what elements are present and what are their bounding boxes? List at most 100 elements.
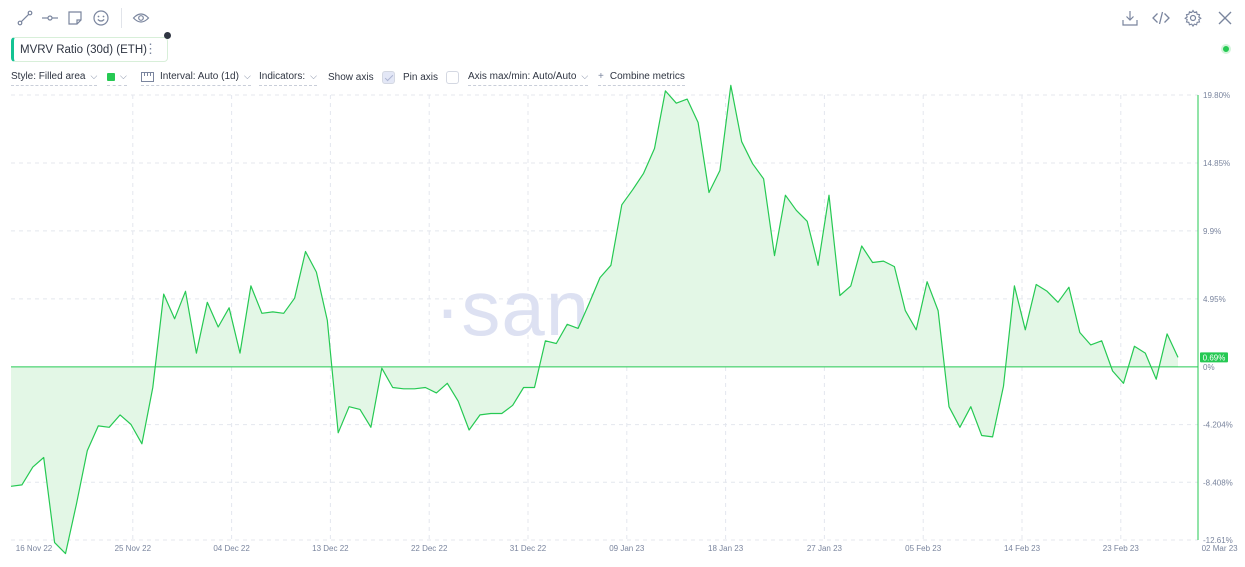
data-point [818,265,819,266]
data-point [65,553,66,554]
data-point [469,429,470,430]
last-value-badge [1200,352,1228,363]
x-tick-label: 25 Nov 22 [115,544,152,553]
data-point [556,343,557,344]
data-point [54,542,55,543]
pin-axis-toggle[interactable]: Pin axis [403,68,460,86]
drag-handle-icon[interactable] [164,32,171,39]
data-point [1025,329,1026,330]
color-selector[interactable]: ⌵ [107,68,127,86]
data-point [163,294,164,295]
data-point [632,189,633,190]
data-point [665,90,666,91]
data-point [938,310,939,311]
horizontal-ray-icon[interactable] [38,6,62,30]
metric-menu-icon[interactable]: ⋮ [144,41,157,56]
data-point [785,195,786,196]
data-point [807,221,808,222]
data-point [316,272,317,273]
toolbar-divider [121,8,122,28]
data-point [43,457,44,458]
data-point [283,313,284,314]
indicators-selector[interactable]: Indicators: ⌵ [259,68,317,86]
chevron-down-icon: ⌵ [120,71,127,81]
x-tick-label: 16 Nov 22 [16,544,53,553]
data-point [774,255,775,256]
data-point [545,340,546,341]
x-tick-label: 31 Dec 22 [510,544,547,553]
chart-series [10,84,1198,555]
y-tick-label: -8.408% [1203,478,1233,487]
data-point [98,425,99,426]
data-point [381,368,382,369]
data-point [1134,346,1135,347]
data-point [447,383,448,384]
metric-chip[interactable]: MVRV Ratio (30d) (ETH) ⋮ [11,37,168,62]
emoji-icon[interactable] [89,6,113,30]
code-icon[interactable] [1149,6,1173,30]
data-point [436,392,437,393]
data-point [883,261,884,262]
axis-minmax-selector[interactable]: Axis max/min: Auto/Auto ⌵ [468,68,589,86]
chevron-down-icon: ⌵ [243,71,251,81]
data-point [359,409,360,410]
x-axis: 16 Nov 22 25 Nov 22 04 Dec 22 13 Dec 22 22 D… [16,544,1238,553]
data-point [970,406,971,407]
data-point [1112,370,1113,371]
data-point [763,178,764,179]
data-point [687,99,688,100]
data-point [141,443,142,444]
data-point [872,262,873,263]
data-point [578,328,579,329]
close-icon[interactable] [1213,6,1237,30]
x-tick-label: 18 Jan 23 [708,544,744,553]
data-point [676,103,677,104]
data-point [1014,285,1015,286]
data-point [349,406,350,407]
show-axis-checkbox[interactable] [381,70,395,84]
data-point [239,353,240,354]
data-point [948,406,949,407]
data-point [1068,287,1069,288]
style-label: Style: Filled area [11,71,86,82]
data-point [839,295,840,296]
eye-icon[interactable] [129,6,153,30]
note-icon[interactable] [63,6,87,30]
data-point [479,414,480,415]
data-point [1090,344,1091,345]
x-tick-label: 27 Jan 23 [807,544,843,553]
style-selector[interactable]: Style: Filled area ⌵ [11,68,98,86]
data-point [1057,302,1058,303]
data-point [534,387,535,388]
x-tick-label: 14 Feb 23 [1004,544,1041,553]
data-point [1047,291,1048,292]
data-point [130,424,131,425]
data-point [610,265,611,266]
y-tick-label: 19.80% [1203,91,1230,100]
data-point [218,326,219,327]
data-point [1123,383,1124,384]
data-point [338,432,339,433]
download-icon[interactable] [1118,6,1142,30]
x-tick-label: 09 Jan 23 [609,544,645,553]
data-point [1003,386,1004,387]
chart-toolbar [0,0,1245,36]
data-point [708,192,709,193]
chevron-down-icon: ⌵ [90,71,98,81]
show-axis-toggle[interactable]: Show axis [328,68,395,86]
data-point [174,318,175,319]
combine-metrics-label: Combine metrics [609,71,685,82]
series-area-fill [11,85,1178,554]
settings-icon[interactable] [1181,6,1205,30]
line-tool-icon[interactable] [13,6,37,30]
data-point [490,413,491,414]
x-tick-label: 02 Mar 23 [1202,544,1239,553]
data-point [992,436,993,437]
interval-selector[interactable]: Interval: Auto (1d) ⌵ [141,68,251,86]
data-point [152,387,153,388]
combine-metrics-button[interactable]: + Combine metrics [598,68,685,86]
pin-axis-checkbox[interactable] [446,70,460,84]
data-point [621,204,622,205]
x-tick-label: 13 Dec 22 [312,544,349,553]
